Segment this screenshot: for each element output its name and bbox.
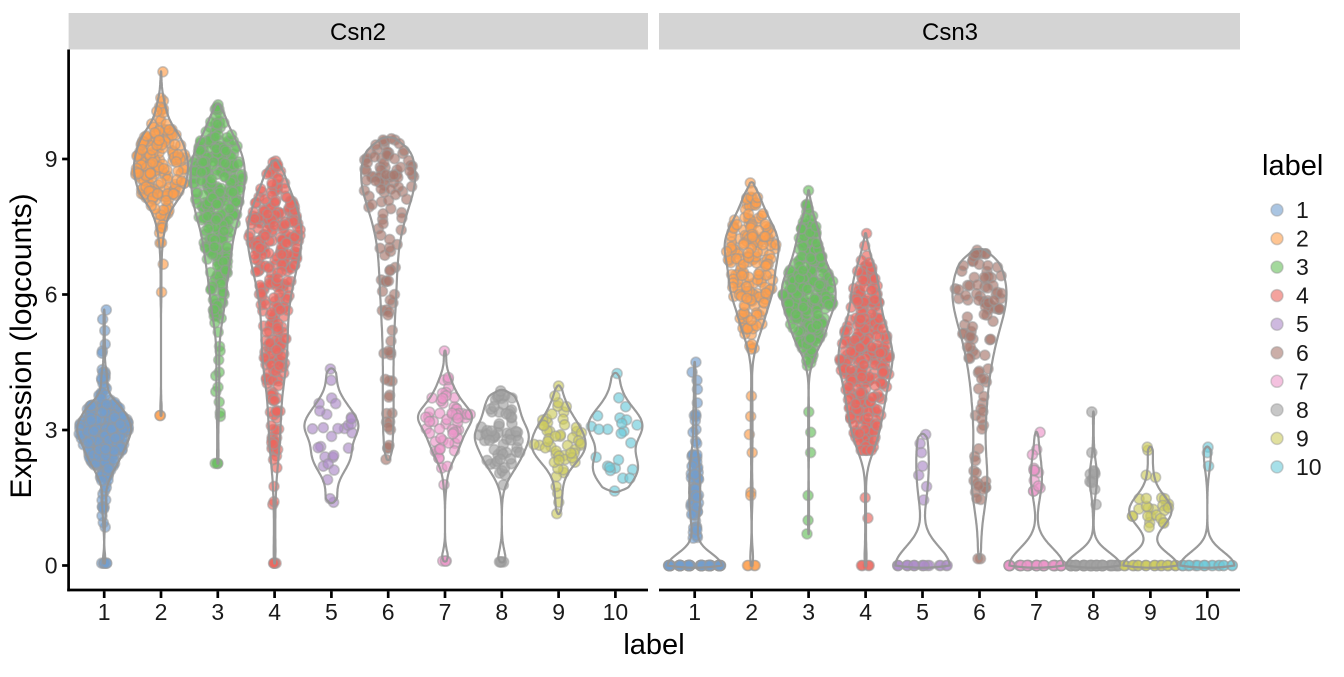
svg-text:6: 6 — [45, 282, 58, 308]
svg-text:3: 3 — [802, 599, 815, 625]
svg-text:9: 9 — [1296, 425, 1309, 451]
svg-text:label: label — [623, 629, 684, 661]
svg-text:label: label — [1262, 150, 1323, 182]
svg-text:1: 1 — [1296, 197, 1309, 223]
svg-text:0: 0 — [45, 553, 58, 579]
svg-text:Csn3: Csn3 — [922, 19, 978, 46]
svg-text:Expression (logcounts): Expression (logcounts) — [5, 193, 38, 498]
svg-text:5: 5 — [916, 599, 929, 625]
svg-text:7: 7 — [439, 599, 452, 625]
svg-text:7: 7 — [1030, 599, 1043, 625]
svg-text:4: 4 — [1296, 283, 1309, 309]
svg-text:6: 6 — [1296, 340, 1309, 366]
svg-text:3: 3 — [45, 417, 58, 443]
svg-text:3: 3 — [211, 599, 224, 625]
svg-text:4: 4 — [268, 599, 281, 625]
svg-text:9: 9 — [1144, 599, 1157, 625]
svg-text:1: 1 — [98, 599, 111, 625]
svg-text:10: 10 — [1296, 454, 1322, 480]
svg-text:8: 8 — [1296, 397, 1309, 423]
svg-text:5: 5 — [1296, 311, 1309, 337]
svg-text:2: 2 — [1296, 226, 1309, 252]
svg-text:10: 10 — [1195, 599, 1221, 625]
svg-text:3: 3 — [1296, 254, 1309, 280]
svg-text:7: 7 — [1296, 368, 1309, 394]
svg-text:4: 4 — [859, 599, 872, 625]
svg-text:9: 9 — [552, 599, 565, 625]
svg-text:8: 8 — [495, 599, 508, 625]
svg-text:9: 9 — [45, 146, 58, 172]
svg-text:10: 10 — [603, 599, 629, 625]
svg-text:6: 6 — [382, 599, 395, 625]
svg-text:5: 5 — [325, 599, 338, 625]
svg-text:2: 2 — [745, 599, 758, 625]
svg-text:6: 6 — [973, 599, 986, 625]
svg-text:8: 8 — [1087, 599, 1100, 625]
svg-text:2: 2 — [155, 599, 168, 625]
svg-text:1: 1 — [688, 599, 701, 625]
svg-text:Csn2: Csn2 — [330, 19, 386, 46]
